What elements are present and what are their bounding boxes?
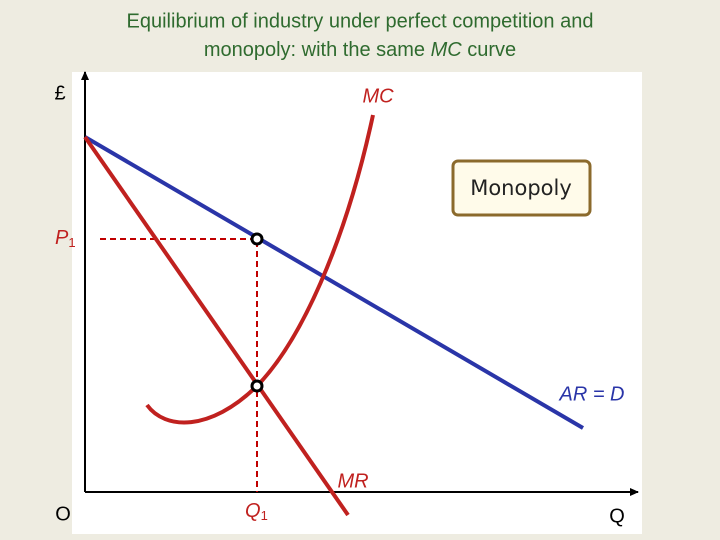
mr-curve — [83, 135, 350, 517]
mc-curve — [145, 114, 375, 425]
quantity-sub: 1 — [261, 508, 268, 523]
title-text: curve — [462, 39, 516, 61]
title-line2: monopoly: with the same MC curve — [204, 39, 516, 61]
origin-label: O — [55, 503, 71, 525]
price-label: P1 — [55, 227, 76, 250]
equilibrium-point — [250, 232, 264, 246]
title-line1: Equilibrium of industry under perfect co… — [127, 10, 594, 32]
y-axis-label: £ — [54, 82, 65, 104]
plot-area — [72, 72, 642, 534]
box-text: Monopoly — [470, 176, 572, 200]
demand-curve — [83, 135, 585, 430]
equilibrium-point — [250, 379, 264, 393]
price-sub: 1 — [68, 235, 75, 250]
label-box — [451, 159, 592, 217]
title-text: monopoly: with the same — [204, 39, 431, 61]
mc-label: MC — [362, 85, 394, 107]
quantity-main: Q — [245, 500, 261, 522]
price-main: P — [55, 227, 69, 249]
mr-label: MR — [337, 470, 368, 492]
demand-label: AR = D — [558, 383, 624, 405]
quantity-label: Q1 — [245, 500, 268, 523]
x-axis-label: Q — [609, 505, 625, 527]
title-emph: MC — [431, 39, 463, 61]
